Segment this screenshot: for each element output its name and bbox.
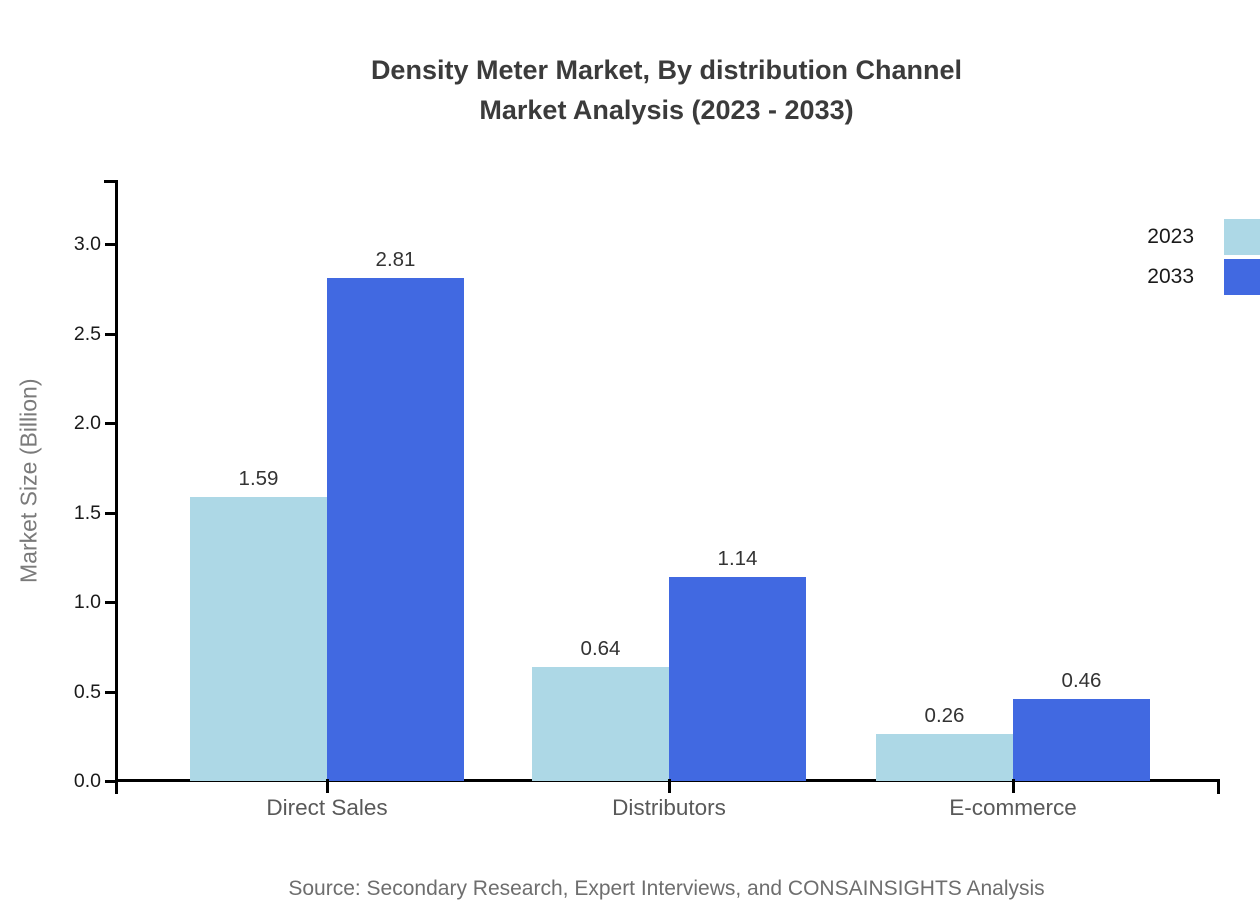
- bar-2023-e-commerce: [876, 734, 1013, 781]
- category-label-distributors: Distributors: [612, 795, 726, 820]
- y-tick-0.0: [105, 779, 117, 783]
- chart-title-line1: Density Meter Market, By distribution Ch…: [370, 55, 963, 85]
- x-tick-direct-sales: [325, 779, 329, 793]
- legend-label-2033: 2033: [1147, 265, 1194, 288]
- plot-area: 1.59 2.81 Direct Sales 0.64 1.14 Distributors…: [74, 180, 1220, 820]
- bar-2033-e-commerce: [1013, 699, 1150, 781]
- y-tick-label-1.0: 1.0: [73, 591, 101, 613]
- y-tick-label-0.5: 0.5: [73, 681, 101, 703]
- y-tick-1.0: [105, 600, 117, 604]
- bar-2033-direct-sales: [327, 278, 464, 781]
- category-label-direct-sales: Direct Sales: [266, 795, 388, 820]
- legend-label-2023: 2023: [1147, 225, 1194, 248]
- value-label-2033-distributors: 1.14: [717, 547, 758, 570]
- value-label-2023-distributors: 0.64: [580, 637, 621, 660]
- bar-2033-distributors: [669, 577, 806, 781]
- y-tick-label-0.0: 0.0: [73, 770, 101, 792]
- y-tick-label-2.0: 2.0: [73, 412, 101, 434]
- y-tick-1.5: [105, 511, 117, 515]
- y-tick-3.0: [105, 242, 117, 246]
- value-label-2033-e-commerce: 0.46: [1061, 669, 1102, 692]
- value-label-2023-direct-sales: 1.59: [238, 467, 279, 490]
- bar-2023-direct-sales: [190, 497, 327, 781]
- x-tick-distributors: [667, 779, 671, 793]
- chart-title-line2: Market Analysis (2023 - 2033): [479, 95, 854, 125]
- y-tick-label-1.5: 1.5: [73, 502, 101, 524]
- value-label-2033-direct-sales: 2.81: [375, 248, 416, 271]
- y-axis-top-cap: [104, 180, 116, 183]
- legend: 2023 2033: [1147, 219, 1260, 299]
- y-axis-line: [115, 180, 118, 794]
- y-tick-2.5: [105, 332, 117, 336]
- y-tick-label-2.5: 2.5: [73, 323, 101, 345]
- chart-title: Density Meter Market, By distribution Ch…: [113, 50, 1220, 130]
- legend-swatch-2033: [1224, 259, 1260, 295]
- value-label-2023-e-commerce: 0.26: [924, 704, 965, 727]
- category-label-e-commerce: E-commerce: [949, 795, 1077, 820]
- source-note: Source: Secondary Research, Expert Inter…: [288, 877, 1045, 900]
- x-axis-right-cap: [1217, 779, 1220, 794]
- x-tick-e-commerce: [1011, 779, 1015, 793]
- y-tick-0.5: [105, 690, 117, 694]
- legend-row-2033: 2033: [1147, 259, 1260, 295]
- legend-swatch-2023: [1224, 219, 1260, 255]
- y-axis-title: Market Size (Billion): [15, 378, 42, 583]
- y-tick-2.0: [105, 421, 117, 425]
- bar-2023-distributors: [532, 667, 669, 781]
- y-tick-label-3.0: 3.0: [73, 233, 101, 255]
- legend-row-2023: 2023: [1147, 219, 1260, 255]
